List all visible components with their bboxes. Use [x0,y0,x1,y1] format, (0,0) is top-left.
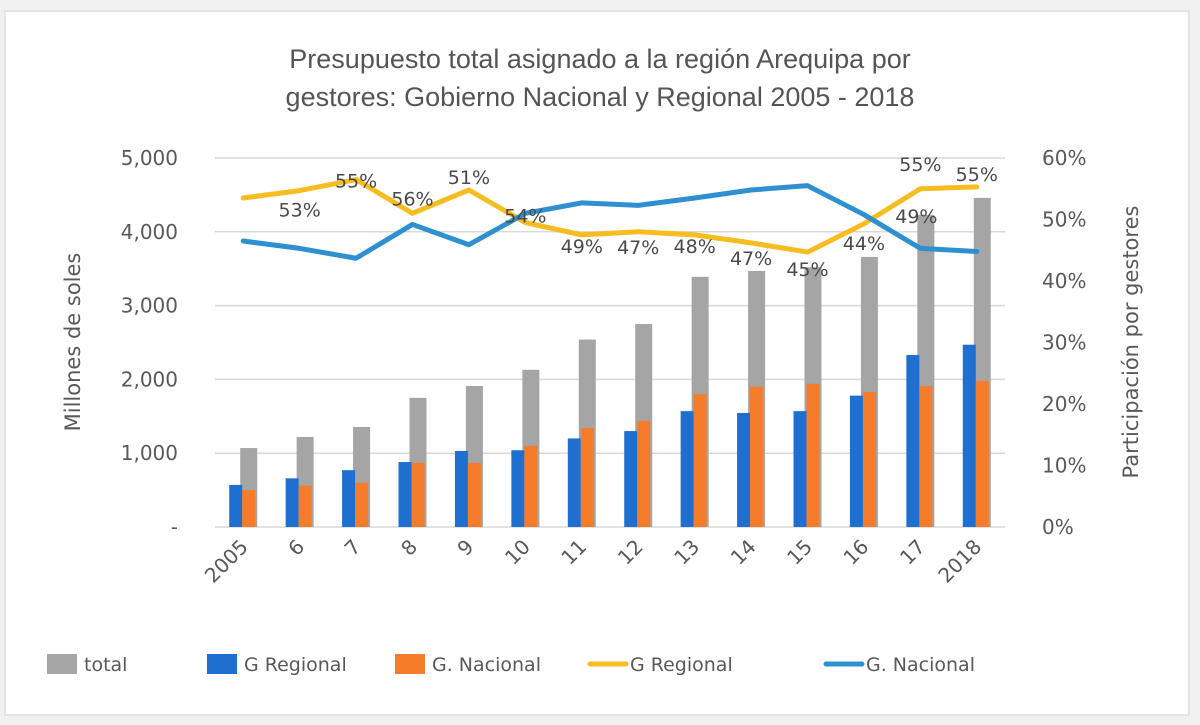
y-tick-label: - [171,515,178,539]
y-axis-primary: - 1,000 2,000 3,000 4,000 5,000 [121,146,178,539]
x-tick-label: 7 [340,535,366,561]
legend-label: total [84,654,127,676]
y2-tick-label: 40% [1042,269,1086,293]
y2-tick-label: 60% [1042,146,1086,170]
x-tick-label: 15 [782,535,817,570]
bar-g-regional [624,431,638,527]
bar-g-nacional [242,490,256,527]
bar-g-regional [285,478,299,527]
legend: total G Regional G. Nacional G Regional G. N… [47,654,975,676]
legend-label: G Regional [244,654,347,676]
data-label: 49% [895,206,937,228]
bar-g-nacional [975,380,989,527]
bar-g-regional [454,450,468,527]
bar-g-regional [567,438,581,527]
bar-g-nacional [862,391,876,527]
bar-g-nacional [580,428,594,527]
y-tick-label: 1,000 [121,441,178,465]
y2-tick-label: 10% [1042,454,1086,478]
bar-g-nacional [355,482,369,527]
bar-g-regional [511,450,525,527]
legend-label: G Regional [630,654,733,676]
data-label: 44% [843,233,885,255]
data-label: 53% [279,200,321,222]
y-axis-secondary: 0% 10% 20% 30% 40% 50% 60% [1042,146,1086,539]
chart-frame [4,10,1190,716]
line-g-nacional [240,183,980,261]
chart-title: Presupuesto total asignado a la región A… [286,44,915,112]
x-tick-label: 8 [396,535,422,561]
y2-tick-label: 50% [1042,208,1086,232]
x-tick-label: 11 [556,535,591,570]
x-tick-label: 13 [669,535,704,570]
chart-title-line-1: Presupuesto total asignado a la región A… [289,44,910,74]
bar-g-nacional [298,485,312,527]
y-tick-label: 3,000 [121,294,178,318]
data-label: 55% [335,171,377,193]
lines [240,177,980,261]
x-tick-label: 12 [613,535,648,570]
data-label: 49% [561,236,603,258]
y2-tick-label: 20% [1042,392,1086,416]
bar-g-nacional [524,445,538,527]
bar-g-regional [793,411,807,527]
bars [229,197,991,528]
gridlines [215,157,1005,528]
bar-g-nacional [637,420,651,527]
legend-swatch-bar [47,654,77,674]
data-label: 45% [786,259,828,281]
data-label: 51% [448,167,490,189]
legend-swatch-bar [395,654,425,674]
y2-tick-label: 30% [1042,331,1086,355]
line-g-regional [240,177,980,255]
bar-g-regional [737,412,751,527]
bar-g-nacional [750,386,764,527]
x-tick-label: 10 [500,535,535,570]
bar-g-nacional [919,386,933,527]
x-tick-label: 14 [726,535,761,570]
data-label: 56% [391,188,433,210]
bar-g-regional [229,484,243,527]
bar-g-regional [906,355,920,527]
bar-g-regional [342,470,356,527]
bar-g-nacional [806,383,820,527]
x-tick-label: 9 [452,535,478,561]
x-tick-label: 6 [283,535,309,561]
bar-g-regional [849,395,863,527]
y-tick-label: 4,000 [121,220,178,244]
y2-axis-title: Participación por gestores [1119,206,1143,479]
y-axis-title: Millones de soles [61,253,85,432]
data-label: 55% [899,154,941,176]
data-label: 54% [504,206,546,228]
chart-title-line-2: gestores: Gobierno Nacional y Regional 2… [286,82,915,112]
legend-label: G. Nacional [866,654,975,676]
x-tick-label: 17 [895,535,930,570]
x-tick-label: 16 [838,535,873,570]
bar-g-regional [962,344,976,527]
y2-tick-label: 0% [1042,515,1074,539]
legend-label: G. Nacional [432,654,541,676]
data-labels: 53% 55% 56% 51% 54% 49% 47% 48% 47% 45% 44% 55% 49% 5… [279,154,998,281]
bar-g-regional [398,462,412,527]
data-label: 55% [956,164,998,186]
data-label: 48% [674,236,716,258]
legend-swatch-bar [207,654,237,674]
y-tick-label: 5,000 [121,146,178,170]
bar-g-regional [680,411,694,527]
x-tick-label: 2005 [200,535,253,588]
data-label: 47% [617,237,659,259]
x-axis: 2005 6 7 8 9 10 11 12 13 14 15 16 17 2018 [200,535,987,588]
bar-g-nacional [693,394,707,527]
x-tick-label: 2018 [933,535,986,588]
y-tick-label: 2,000 [121,367,178,391]
data-label: 47% [730,248,772,270]
bar-g-nacional [467,462,481,527]
bar-g-nacional [411,462,425,527]
